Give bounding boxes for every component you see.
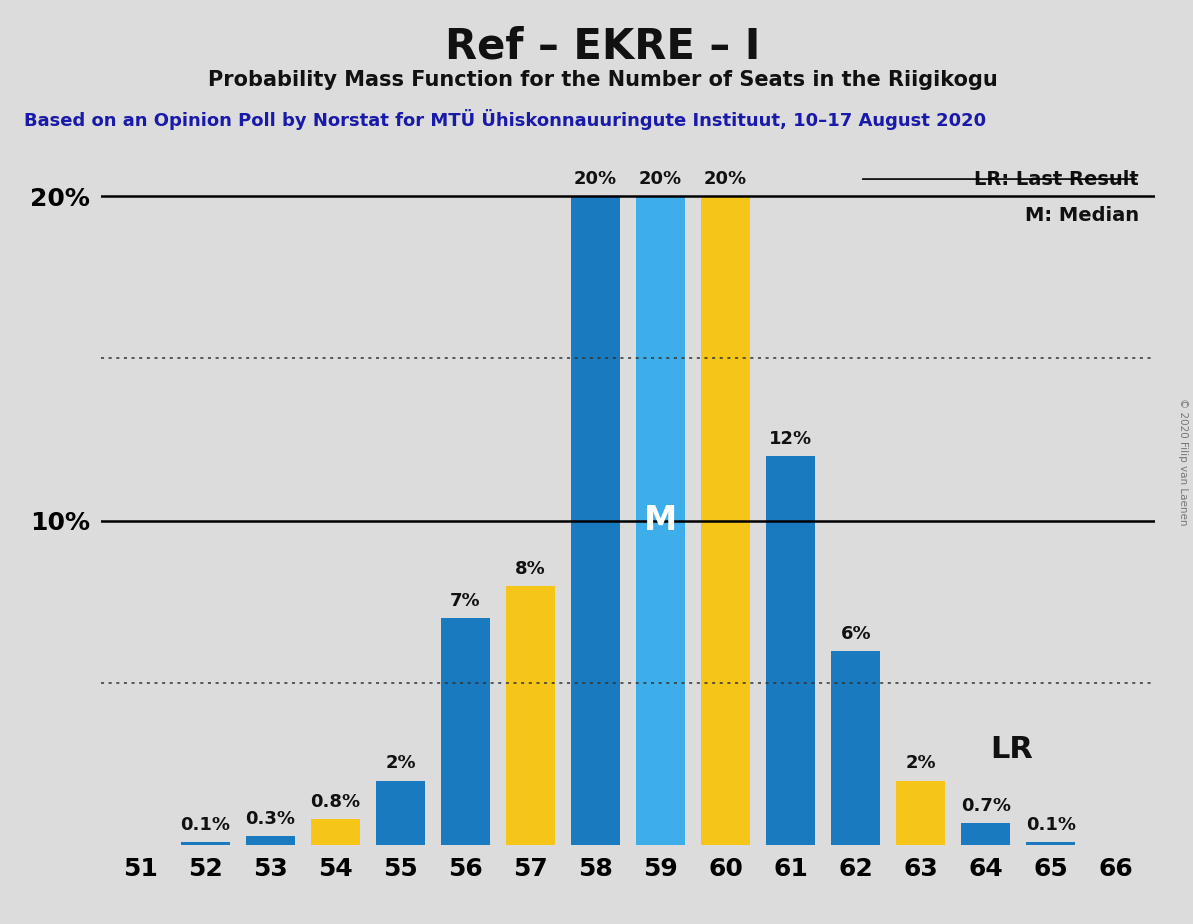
- Text: LR: Last Result: LR: Last Result: [975, 171, 1139, 189]
- Bar: [766, 456, 815, 845]
- Text: M: M: [644, 505, 678, 537]
- Bar: [1026, 842, 1075, 845]
- Text: 0.1%: 0.1%: [1026, 816, 1076, 834]
- Text: 0.7%: 0.7%: [960, 796, 1010, 815]
- Bar: [636, 196, 685, 845]
- Bar: [571, 196, 620, 845]
- Text: 12%: 12%: [769, 430, 812, 448]
- Text: M: Median: M: Median: [1025, 206, 1139, 225]
- Bar: [506, 586, 555, 845]
- Bar: [896, 781, 945, 845]
- Bar: [962, 822, 1010, 845]
- Text: 2%: 2%: [905, 754, 937, 772]
- Bar: [311, 820, 360, 845]
- Text: 20%: 20%: [704, 170, 747, 188]
- Text: 0.1%: 0.1%: [180, 816, 230, 834]
- Text: © 2020 Filip van Laenen: © 2020 Filip van Laenen: [1179, 398, 1188, 526]
- Text: 20%: 20%: [574, 170, 617, 188]
- Text: 0.3%: 0.3%: [246, 809, 296, 828]
- Bar: [441, 618, 490, 845]
- Bar: [832, 650, 880, 845]
- Bar: [181, 842, 230, 845]
- Bar: [376, 781, 425, 845]
- Text: 20%: 20%: [639, 170, 682, 188]
- Text: LR: LR: [990, 736, 1033, 764]
- Bar: [246, 835, 295, 845]
- Text: 8%: 8%: [515, 560, 546, 578]
- Text: 7%: 7%: [450, 592, 481, 610]
- Text: Based on an Opinion Poll by Norstat for MTÜ Ühiskonnauuringute Instituut, 10–17 : Based on an Opinion Poll by Norstat for …: [24, 109, 985, 130]
- Text: 0.8%: 0.8%: [310, 794, 360, 811]
- Text: 6%: 6%: [840, 625, 871, 642]
- Bar: [701, 196, 750, 845]
- Text: Probability Mass Function for the Number of Seats in the Riigikogu: Probability Mass Function for the Number…: [208, 70, 997, 91]
- Text: Ref – EKRE – I: Ref – EKRE – I: [445, 26, 760, 67]
- Text: 2%: 2%: [385, 754, 416, 772]
